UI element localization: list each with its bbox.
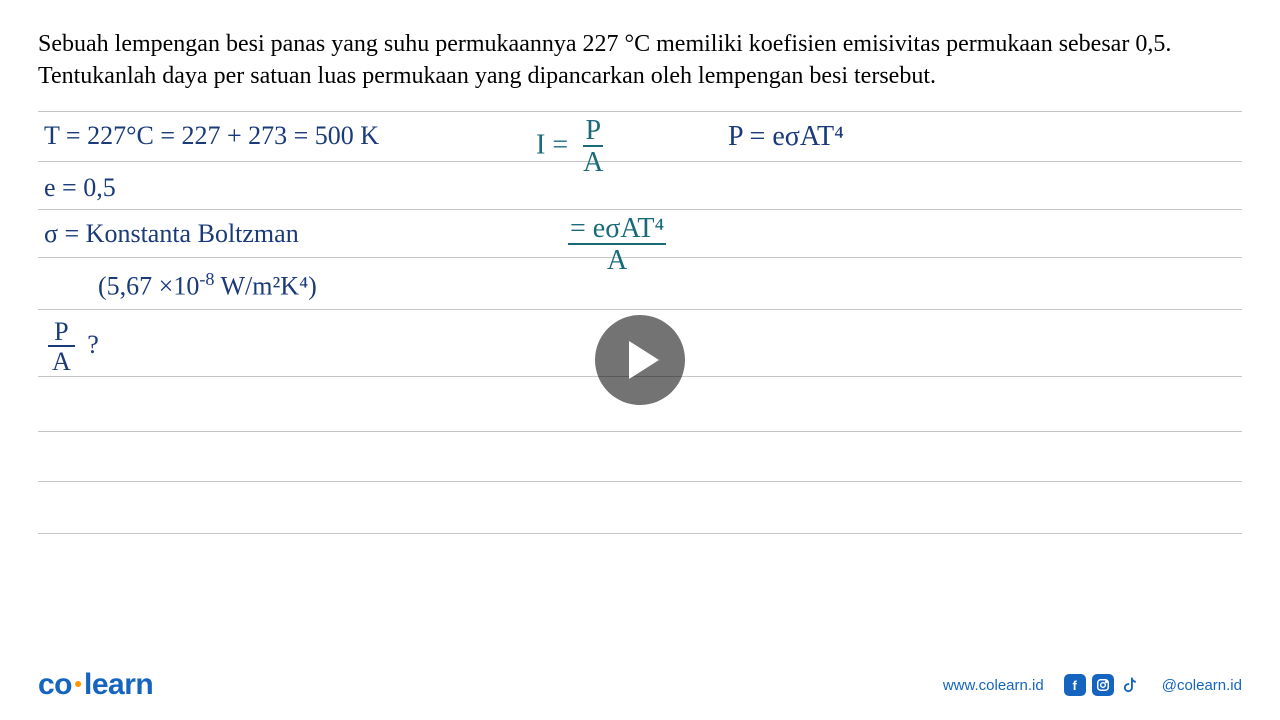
social-icons: f bbox=[1064, 674, 1142, 696]
website-link[interactable]: www.colearn.id bbox=[943, 677, 1044, 694]
instagram-icon[interactable] bbox=[1092, 674, 1114, 696]
brand-logo: co●learn bbox=[38, 668, 153, 702]
hw-power-formula: P = eσAT⁴ bbox=[728, 121, 844, 153]
tiktok-icon[interactable] bbox=[1120, 674, 1142, 696]
rule-line bbox=[38, 431, 1242, 432]
footer: co●learn www.colearn.id f @colearn.id bbox=[0, 650, 1280, 720]
hw-pa-question: P A ? bbox=[48, 319, 99, 375]
rule-line bbox=[38, 111, 1242, 112]
rule-line bbox=[38, 309, 1242, 310]
hw-temperature: T = 227°C = 227 + 273 = 500 K bbox=[44, 121, 379, 151]
play-icon bbox=[629, 341, 659, 379]
facebook-icon[interactable]: f bbox=[1064, 674, 1086, 696]
rule-line bbox=[38, 209, 1242, 210]
rule-line bbox=[38, 533, 1242, 534]
rule-line bbox=[38, 161, 1242, 162]
rule-line bbox=[38, 481, 1242, 482]
hw-emissivity: e = 0,5 bbox=[44, 173, 116, 203]
hw-sigma-label: σ = Konstanta Boltzman bbox=[44, 219, 299, 249]
hw-intensity-expand: = eσAT⁴ A bbox=[568, 215, 666, 275]
problem-text: Sebuah lempengan besi panas yang suhu pe… bbox=[38, 28, 1242, 93]
hw-intensity-def: I = P A bbox=[536, 117, 607, 177]
hw-sigma-value: (5,67 ×10-8 W/m²K⁴) bbox=[98, 269, 317, 302]
social-handle: @colearn.id bbox=[1162, 677, 1242, 694]
play-button[interactable] bbox=[595, 315, 685, 405]
